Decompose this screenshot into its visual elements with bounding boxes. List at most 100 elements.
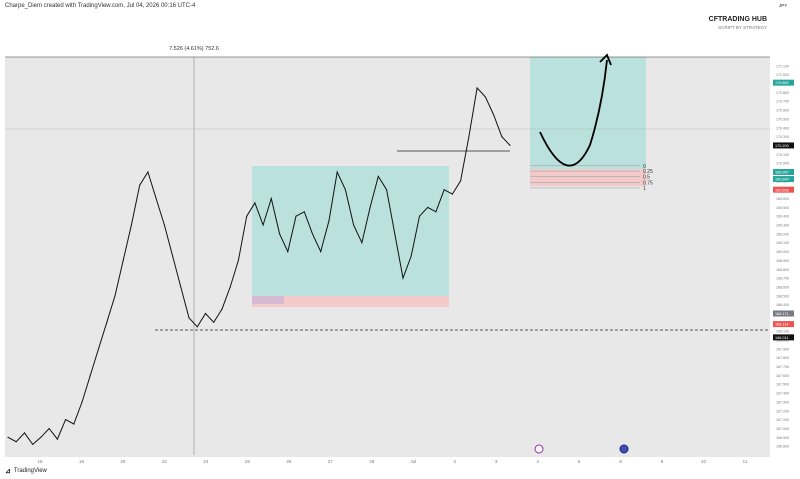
price-point (97, 348, 100, 350)
y-tick-label: 170.100 (776, 153, 789, 157)
projection-arrowhead (599, 53, 612, 66)
price-point (15, 441, 17, 443)
price-point (279, 233, 281, 235)
y-tick-label: 166.900 (776, 436, 789, 440)
price-point (270, 197, 272, 200)
price-point (468, 136, 470, 138)
x-tick-label: 22 (162, 459, 168, 464)
price-point (246, 215, 248, 217)
y-tick-label: 167.800 (776, 356, 789, 360)
x-tick-label: 8 (619, 459, 622, 464)
y-tick-label: 167.300 (776, 400, 789, 404)
price-point (204, 312, 207, 315)
y-tick-label: 167.200 (776, 409, 789, 413)
price-point (7, 436, 9, 438)
y-tick-label: 169.300 (776, 224, 789, 228)
fib-label: 0.5 (643, 174, 650, 180)
price-series (7, 86, 511, 446)
y-tick-label: 169.100 (776, 241, 789, 245)
price-point (509, 144, 511, 146)
y-tick-label: 168.000 (776, 339, 789, 343)
price-point (48, 427, 50, 430)
currency-label: JPY (779, 3, 788, 8)
price-tag-box (773, 321, 794, 328)
price-point (89, 374, 91, 376)
fib-level-labels: 00.250.50.751 (643, 164, 653, 192)
price-point (344, 189, 346, 191)
price-tag-box (773, 310, 794, 317)
x-tick-label: 20 (120, 459, 126, 464)
price-point (237, 259, 239, 261)
price-point (130, 224, 132, 226)
price-point (40, 436, 42, 438)
price-point (386, 189, 388, 191)
y-tick-label: 167.900 (776, 347, 789, 351)
y-tick-label: 168.900 (776, 259, 789, 263)
x-tick-label: 28 (369, 459, 375, 464)
price-point (377, 175, 379, 177)
x-tick-label: 24 (203, 459, 209, 464)
price-tag-text: 168.114 (775, 323, 788, 327)
price-tag-box (773, 168, 794, 175)
fib-label: 1 (643, 186, 646, 192)
x-tick-label: 10 (701, 459, 707, 464)
stop-zone-right (530, 169, 646, 186)
brand-title: CFTRADING HUB (708, 16, 767, 23)
price-point (81, 401, 83, 403)
y-tick-label: 169.600 (776, 197, 789, 201)
tradingview-logo-text: TradingView (13, 468, 47, 474)
price-point (451, 193, 453, 195)
y-tick-label: 169.200 (776, 232, 789, 236)
price-point (139, 184, 141, 186)
x-tick-label: 16 (37, 459, 43, 464)
price-point (23, 432, 26, 434)
price-point (196, 326, 198, 328)
price-point (73, 423, 75, 425)
price-tag-text: 168.171 (775, 312, 789, 316)
price-point (155, 197, 157, 200)
y-tick-label: 167.400 (776, 392, 789, 396)
price-tag-text: 169.658 (775, 188, 789, 192)
price-tag-box (773, 186, 794, 193)
y-tick-label: 170.600 (776, 109, 789, 113)
price-point (418, 215, 421, 217)
price-point (427, 206, 429, 208)
price-point (163, 224, 165, 226)
price-point (221, 308, 223, 310)
measure-label: 7.526 (4.61%) 752.6 (169, 46, 219, 52)
projection-curve (539, 59, 608, 167)
price-point (435, 211, 437, 213)
price-point (320, 251, 322, 253)
x-tick-label: 5 (578, 459, 581, 464)
footer: ⊿ TradingView (5, 467, 47, 475)
y-tick-label: 167.500 (776, 383, 789, 387)
author-credit: Charpe_Diem created with TradingView.com… (5, 3, 196, 9)
y-tick-label: 170.000 (776, 162, 789, 166)
fib-label: 0 (643, 164, 646, 170)
top-strip (0, 0, 800, 57)
price-point (213, 321, 215, 323)
stop-zone-left (252, 296, 449, 307)
target-zone-right (530, 57, 646, 169)
price-line (7, 86, 511, 446)
y-tick-label: 168.700 (776, 277, 789, 281)
x-tick-label: 2 (453, 459, 456, 464)
price-point (361, 242, 363, 244)
price-point (180, 286, 182, 288)
y-tick-label: 169.000 (776, 250, 789, 254)
price-tag-text: 170.862 (775, 81, 789, 85)
price-point (410, 255, 412, 257)
y-tick-label: 168.500 (776, 294, 789, 298)
price-point (460, 180, 462, 182)
fib-label: 0.75 (643, 181, 653, 187)
price-point (172, 255, 174, 257)
price-point (353, 224, 355, 226)
price-point (303, 211, 305, 213)
price-tag-box (773, 176, 794, 183)
y-tick-label: 168.800 (776, 268, 789, 272)
price-point (484, 96, 486, 98)
y-tick-label: 169.500 (776, 206, 789, 210)
price-point (229, 286, 231, 288)
y-tick-label: 171.000 (776, 73, 789, 77)
